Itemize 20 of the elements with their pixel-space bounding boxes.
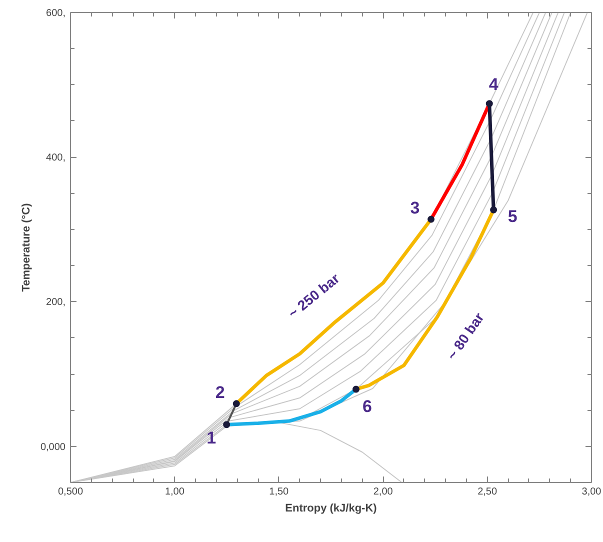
y-tick-label: 600, <box>46 8 66 19</box>
x-tick-label: 1,00 <box>164 486 185 498</box>
annotation: 5 <box>508 206 518 226</box>
annotation: ~ 250 bar <box>284 270 343 322</box>
annotation: 4 <box>488 75 499 94</box>
x-tick-label: 0,500 <box>58 486 84 498</box>
x-tick-label: 1,50 <box>269 486 290 498</box>
x-axis-title: Entropy (kJ/kg-K) <box>285 502 378 514</box>
annotation: ~ 80 bar <box>444 309 488 363</box>
x-tick-label: 3,00 <box>582 486 602 498</box>
annotation: 1 <box>206 428 216 448</box>
y-axis-title: Temperature (°C) <box>20 202 32 292</box>
y-tick-label: 400, <box>46 152 66 164</box>
annotation: 3 <box>410 198 420 218</box>
x-tick-label: 2,00 <box>373 486 394 498</box>
annotation: 2 <box>215 382 225 402</box>
annotation: 6 <box>362 396 372 416</box>
y-tick-label: 200, <box>46 297 66 308</box>
y-tick-label: 0,000 <box>40 442 66 453</box>
x-tick-label: 2,50 <box>478 486 498 498</box>
